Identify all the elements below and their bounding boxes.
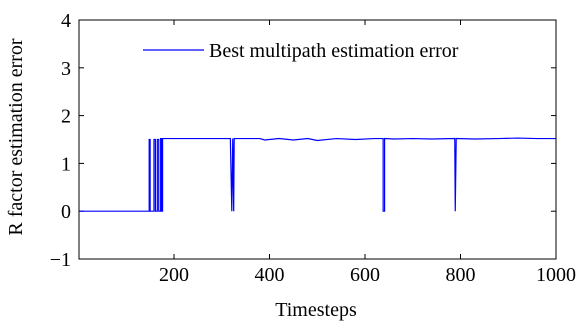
x-tick-label: 600 — [350, 264, 380, 286]
y-tick-label: 1 — [61, 153, 71, 175]
x-tick-label: 400 — [255, 264, 285, 286]
y-tick-label: 3 — [61, 58, 71, 80]
legend: Best multipath estimation error — [143, 40, 459, 62]
plot-area — [78, 19, 557, 260]
series-layer — [79, 137, 556, 212]
y-tick-label: 2 — [61, 106, 71, 128]
y-tick-label: 4 — [61, 10, 71, 32]
legend-label: Best multipath estimation error — [209, 40, 459, 62]
x-tick-label: 800 — [446, 264, 476, 286]
ticks: 200 400 600 800 1000 −1 0 1 2 3 4 — [50, 10, 576, 286]
x-tick-label: 200 — [159, 264, 189, 286]
x-tick-label: 1000 — [536, 264, 576, 286]
y-tick-label: 0 — [61, 201, 71, 223]
y-axis-label: R factor estimation error — [5, 38, 27, 235]
plot-frame — [78, 19, 557, 260]
series-line — [79, 137, 556, 212]
y-tick-label: −1 — [50, 249, 71, 271]
x-axis-label: Timesteps — [275, 299, 357, 321]
